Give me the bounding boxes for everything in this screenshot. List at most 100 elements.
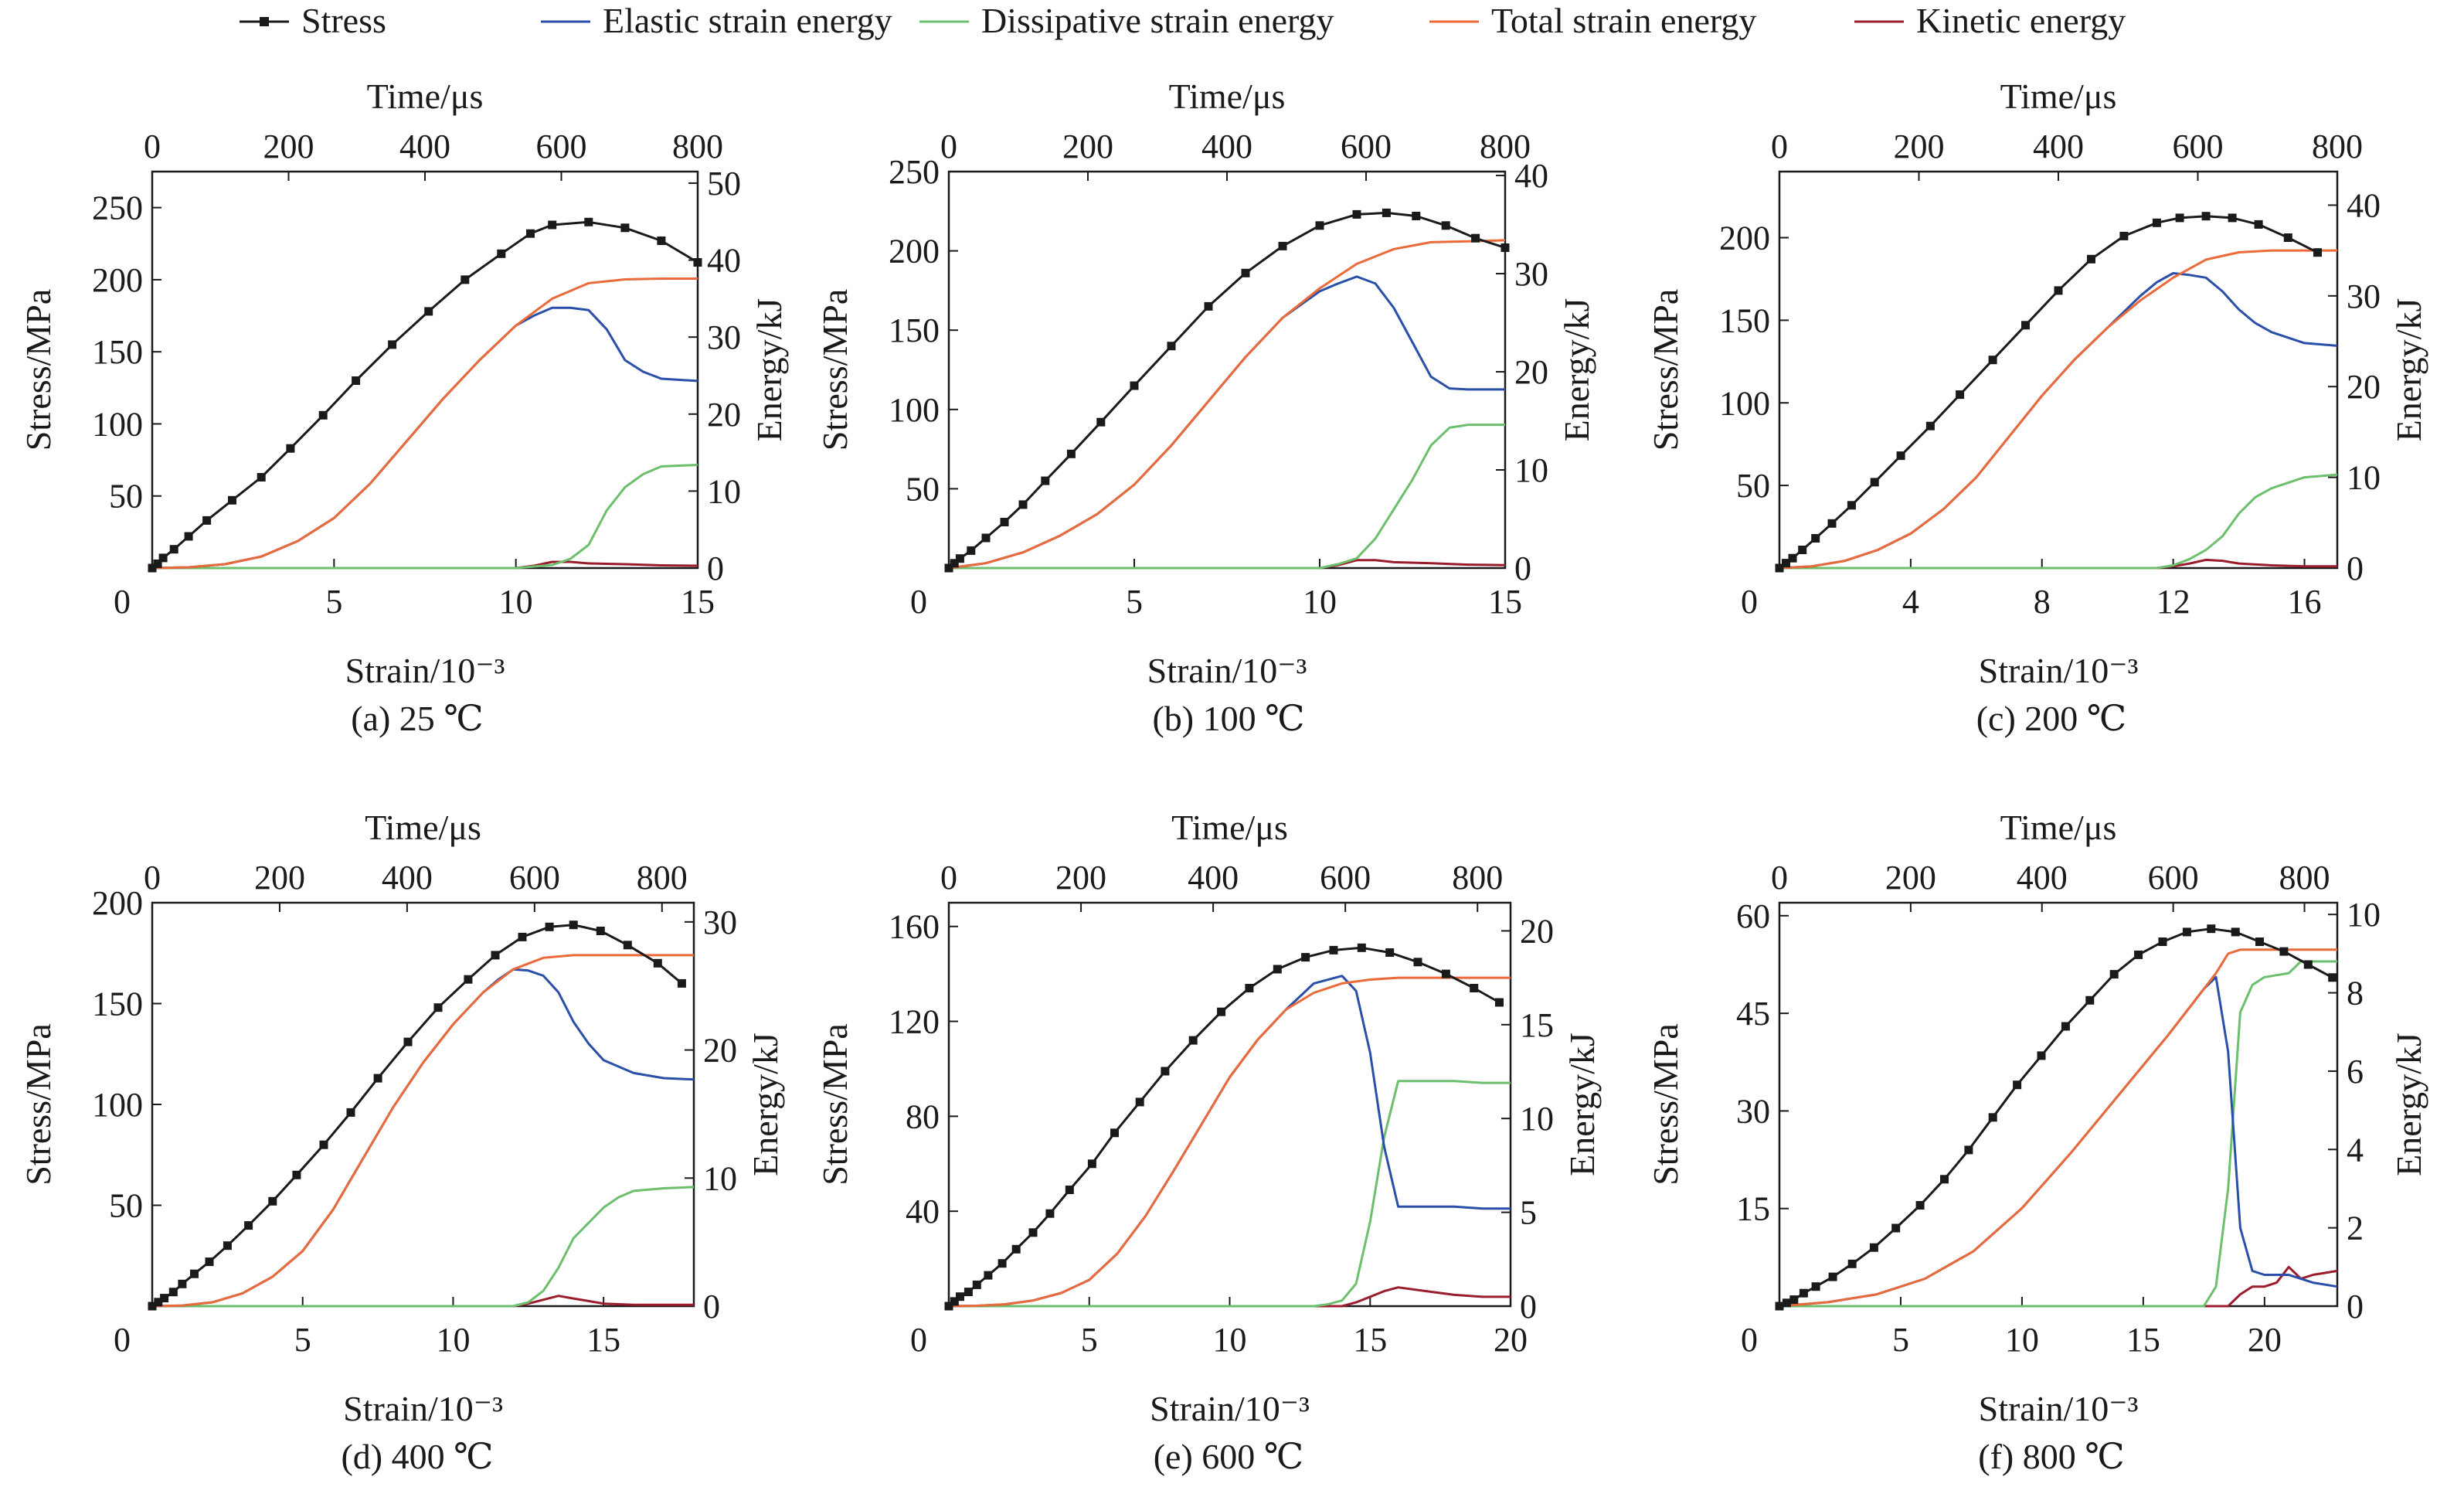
stress-point <box>1827 519 1837 528</box>
series-line-kinetic <box>1779 558 2337 570</box>
x2-axis-title: Time/μs <box>2000 77 2117 116</box>
stress-point <box>491 951 500 960</box>
stress-point <box>693 258 702 267</box>
stress-point <box>286 444 295 453</box>
x2-tick-label: 0 <box>144 128 161 165</box>
x-tick-label: 5 <box>1892 1321 1909 1359</box>
stress-point <box>2134 950 2143 959</box>
y2-tick-label: 10 <box>2347 459 2381 497</box>
chart-caption: (a) 25 ℃ <box>351 699 484 738</box>
stress-point <box>1011 1244 1021 1254</box>
x2-tick-label: 400 <box>2033 128 2084 165</box>
stress-point <box>1847 501 1856 510</box>
y2-tick-label: 20 <box>707 396 741 434</box>
stress-point <box>2182 927 2191 937</box>
chart-caption: (b) 100 ℃ <box>1152 699 1304 738</box>
stress-point <box>244 1221 253 1230</box>
legend-entry-kinetic: Kinetic energy <box>1854 1 2126 40</box>
stress-point <box>1925 421 1935 430</box>
x-tick-label: 5 <box>325 583 342 621</box>
stress-point <box>620 223 630 233</box>
stress-point <box>1782 1298 1791 1308</box>
x2-tick-label: 400 <box>1201 128 1252 165</box>
stress-point <box>2279 947 2289 956</box>
stress-point <box>964 1288 973 1297</box>
stress-point <box>257 473 266 481</box>
series-line-stress <box>948 946 1500 1308</box>
stress-point <box>2037 1051 2046 1060</box>
y-tick-label: 80 <box>906 1097 940 1135</box>
stress-point <box>1988 356 1997 365</box>
series-line-total <box>1779 948 2337 1308</box>
x-tick-label: 15 <box>2126 1321 2160 1359</box>
stress-point <box>1775 563 1784 573</box>
legend-entry-dissipative: Dissipative strain energy <box>919 1 1334 40</box>
stress-point <box>967 546 976 555</box>
x2-tick-label: 0 <box>1771 128 1788 165</box>
stress-point <box>168 1288 178 1297</box>
x2-tick-label: 400 <box>1188 859 1239 897</box>
x2-tick-label: 800 <box>1480 128 1531 165</box>
stress-point <box>2255 937 2264 946</box>
y-axis-title: Stress/MPa <box>815 289 855 451</box>
x-tick-label: 15 <box>681 583 715 621</box>
x-axis-title: Strain/10⁻³ <box>1147 651 1307 690</box>
legend-label-stress: Stress <box>301 1 386 40</box>
stress-point <box>424 307 433 316</box>
stress-point <box>545 922 554 931</box>
stress-point <box>1278 241 1287 250</box>
stress-point <box>352 376 361 385</box>
x-tick-label: 8 <box>2034 583 2051 621</box>
chart-caption: (d) 400 ℃ <box>341 1437 493 1476</box>
x-axis-title: Strain/10⁻³ <box>343 1389 503 1428</box>
x-tick-label: 10 <box>499 583 533 621</box>
stress-point <box>526 229 535 238</box>
x2-tick-label: 0 <box>940 128 957 165</box>
stress-point <box>1352 209 1361 219</box>
plot-frame <box>947 901 1512 1308</box>
y2-tick-label: 0 <box>1514 550 1531 587</box>
stress-point <box>677 978 686 988</box>
series-line-kinetic <box>949 559 1506 570</box>
stress-point <box>944 563 953 573</box>
series-line-elastic <box>948 975 1511 1308</box>
y2-tick-label: 0 <box>707 550 724 587</box>
x2-tick-label: 0 <box>940 859 957 897</box>
x2-tick-label: 0 <box>1771 859 1788 897</box>
origin-label: 0 <box>910 1321 927 1359</box>
chart-caption: (e) 600 ℃ <box>1154 1437 1304 1476</box>
x-tick-label: 5 <box>294 1321 311 1359</box>
stress-point <box>464 975 473 984</box>
y2-axis-title: Energy/kJ <box>749 298 789 442</box>
y-tick-label: 200 <box>1719 219 1770 257</box>
x2-tick-label: 0 <box>144 859 161 897</box>
stress-point <box>518 932 527 941</box>
stress-point <box>158 553 168 563</box>
stress-point <box>2061 1022 2070 1031</box>
x2-tick-label: 600 <box>1341 128 1392 165</box>
stress-point <box>657 236 666 245</box>
stress-point <box>1964 1145 1973 1155</box>
chart-caption: (f) 800 ℃ <box>1978 1437 2124 1476</box>
series-line-dissipative <box>1779 473 2338 570</box>
y2-tick-label: 0 <box>703 1288 720 1325</box>
stress-point <box>981 533 991 543</box>
y-axis-title: Stress/MPa <box>815 1023 855 1186</box>
x-tick-label: 10 <box>1213 1321 1247 1359</box>
stress-point <box>1870 478 1879 487</box>
stress-point <box>1135 1097 1144 1107</box>
stress-point <box>148 1302 157 1311</box>
stress-point <box>1891 1223 1901 1233</box>
y2-tick-label: 40 <box>2347 186 2381 224</box>
stress-point <box>433 1003 443 1012</box>
stress-point <box>2254 219 2263 229</box>
stress-point <box>184 532 193 541</box>
x2-tick-label: 200 <box>1055 859 1106 897</box>
x2-axis-title: Time/μs <box>1171 808 1288 847</box>
stress-point <box>1167 342 1176 351</box>
stress-point <box>623 941 632 950</box>
y2-tick-label: 30 <box>703 903 737 941</box>
stress-point <box>1000 518 1009 526</box>
